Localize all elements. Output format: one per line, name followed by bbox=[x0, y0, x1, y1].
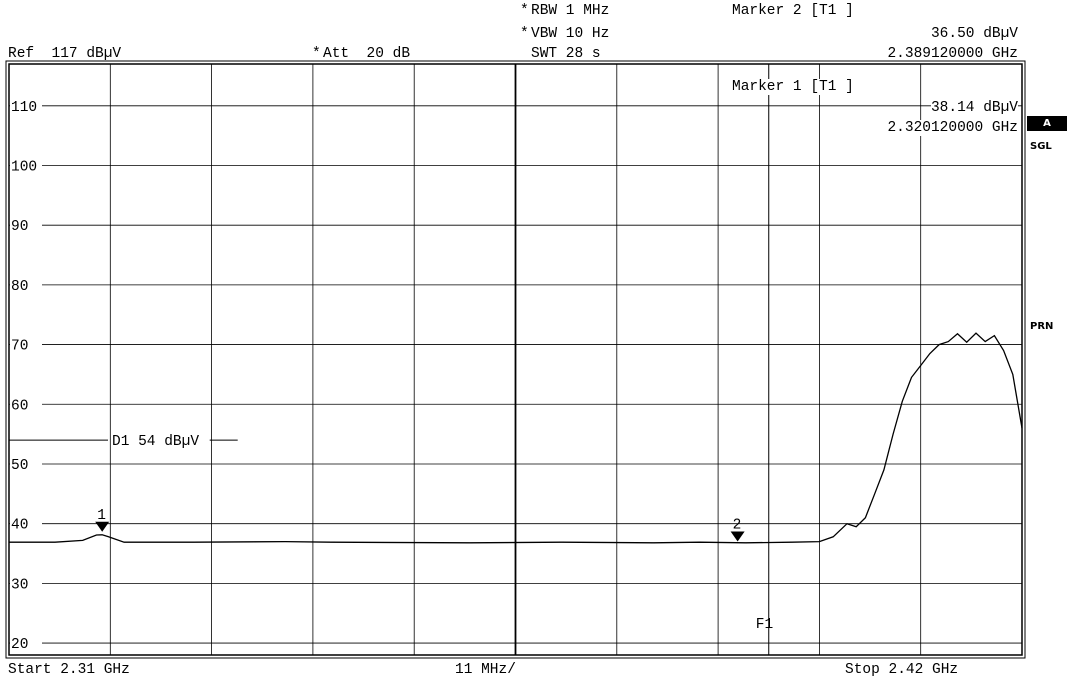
plot-frame-outer bbox=[5, 60, 1026, 659]
vbw-setting: VBW 10 Hz bbox=[531, 26, 610, 42]
marker2-title: Marker 2 [T1 ] bbox=[732, 3, 854, 19]
marker1-title: Marker 1 [T1 ] bbox=[732, 79, 854, 95]
y-tick-label: 90 bbox=[11, 219, 28, 235]
plot-grid bbox=[5, 60, 1026, 659]
marker-group: 12 bbox=[95, 508, 745, 542]
y-tick-label-bg bbox=[10, 635, 42, 652]
rbw-setting: RBW 1 MHz bbox=[531, 3, 610, 19]
sweep-time: SWT 28 s bbox=[531, 46, 601, 62]
marker1-level: 38.14 dBµV bbox=[930, 100, 1018, 116]
y-tick-label-bg bbox=[10, 515, 42, 532]
marker-label: 2 bbox=[733, 518, 742, 534]
marker2-frequency: 2.389120000 GHz bbox=[887, 46, 1018, 62]
prn-indicator: PRN bbox=[1030, 321, 1054, 332]
marker2-level: 36.50 dBµV bbox=[930, 26, 1018, 42]
y-tick-label-bg bbox=[10, 455, 42, 472]
marker-label: 1 bbox=[97, 508, 106, 524]
y-tick-label-bg bbox=[10, 217, 42, 234]
display-line-label: D1 54 dBµV bbox=[112, 434, 199, 450]
y-tick-label: 80 bbox=[11, 279, 28, 295]
y-axis-ticks: 110 100 90 80 70 60 50 40 30 20 bbox=[10, 97, 42, 653]
y-tick-label-bg bbox=[10, 396, 42, 413]
sgl-indicator: SGL bbox=[1030, 141, 1052, 152]
plot-overlays: D1 54 dBµV F1 bbox=[9, 64, 773, 655]
rbw-star: * bbox=[520, 3, 529, 19]
y-tick-label: 70 bbox=[11, 339, 28, 355]
y-tick-label: 50 bbox=[11, 458, 28, 474]
span-per-division: 11 MHz/ bbox=[455, 662, 516, 678]
marker-triangle bbox=[730, 531, 745, 542]
spectrum-trace bbox=[9, 332, 1023, 544]
att-star: * bbox=[312, 46, 321, 62]
frequency-line-label: F1 bbox=[756, 617, 773, 633]
y-tick-label-bg bbox=[10, 336, 42, 353]
trace-a-badge: A bbox=[1027, 116, 1067, 131]
y-tick-label: 110 bbox=[11, 100, 37, 116]
y-tick-label: 20 bbox=[11, 637, 28, 653]
y-tick-label: 60 bbox=[11, 398, 28, 414]
y-tick-label-bg bbox=[10, 575, 42, 592]
y-tick-label: 40 bbox=[11, 518, 28, 534]
vbw-star: * bbox=[520, 26, 529, 42]
y-tick-label: 30 bbox=[11, 577, 28, 593]
stop-frequency: Stop 2.42 GHz bbox=[845, 662, 959, 678]
start-frequency: Start 2.31 GHz bbox=[8, 662, 130, 678]
reference-level: Ref 117 dBµV bbox=[8, 46, 122, 62]
y-tick-label-bg bbox=[10, 276, 42, 293]
marker1-frequency: 2.320120000 GHz bbox=[887, 120, 1018, 136]
y-tick-label-bg bbox=[10, 157, 42, 174]
marker-triangle bbox=[95, 521, 110, 532]
attenuation: Att 20 dB bbox=[323, 46, 411, 62]
y-tick-label: 100 bbox=[11, 159, 37, 175]
y-tick-label-bg bbox=[10, 97, 42, 114]
